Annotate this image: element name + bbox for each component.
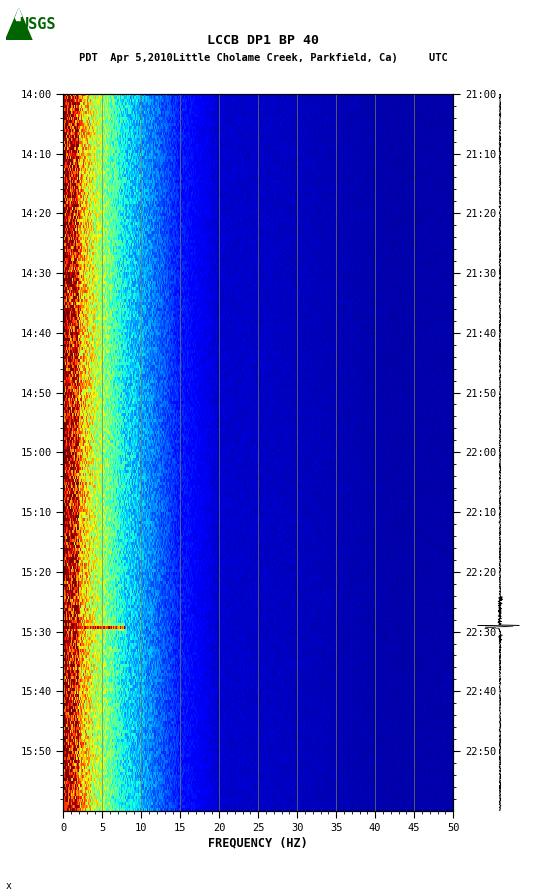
- Text: x: x: [6, 880, 12, 891]
- Polygon shape: [6, 9, 32, 40]
- Text: USGS: USGS: [19, 17, 56, 31]
- X-axis label: FREQUENCY (HZ): FREQUENCY (HZ): [209, 837, 308, 850]
- Polygon shape: [15, 9, 22, 21]
- Text: LCCB DP1 BP 40: LCCB DP1 BP 40: [207, 34, 319, 46]
- Text: PDT  Apr 5,2010Little Cholame Creek, Parkfield, Ca)     UTC: PDT Apr 5,2010Little Cholame Creek, Park…: [79, 53, 448, 63]
